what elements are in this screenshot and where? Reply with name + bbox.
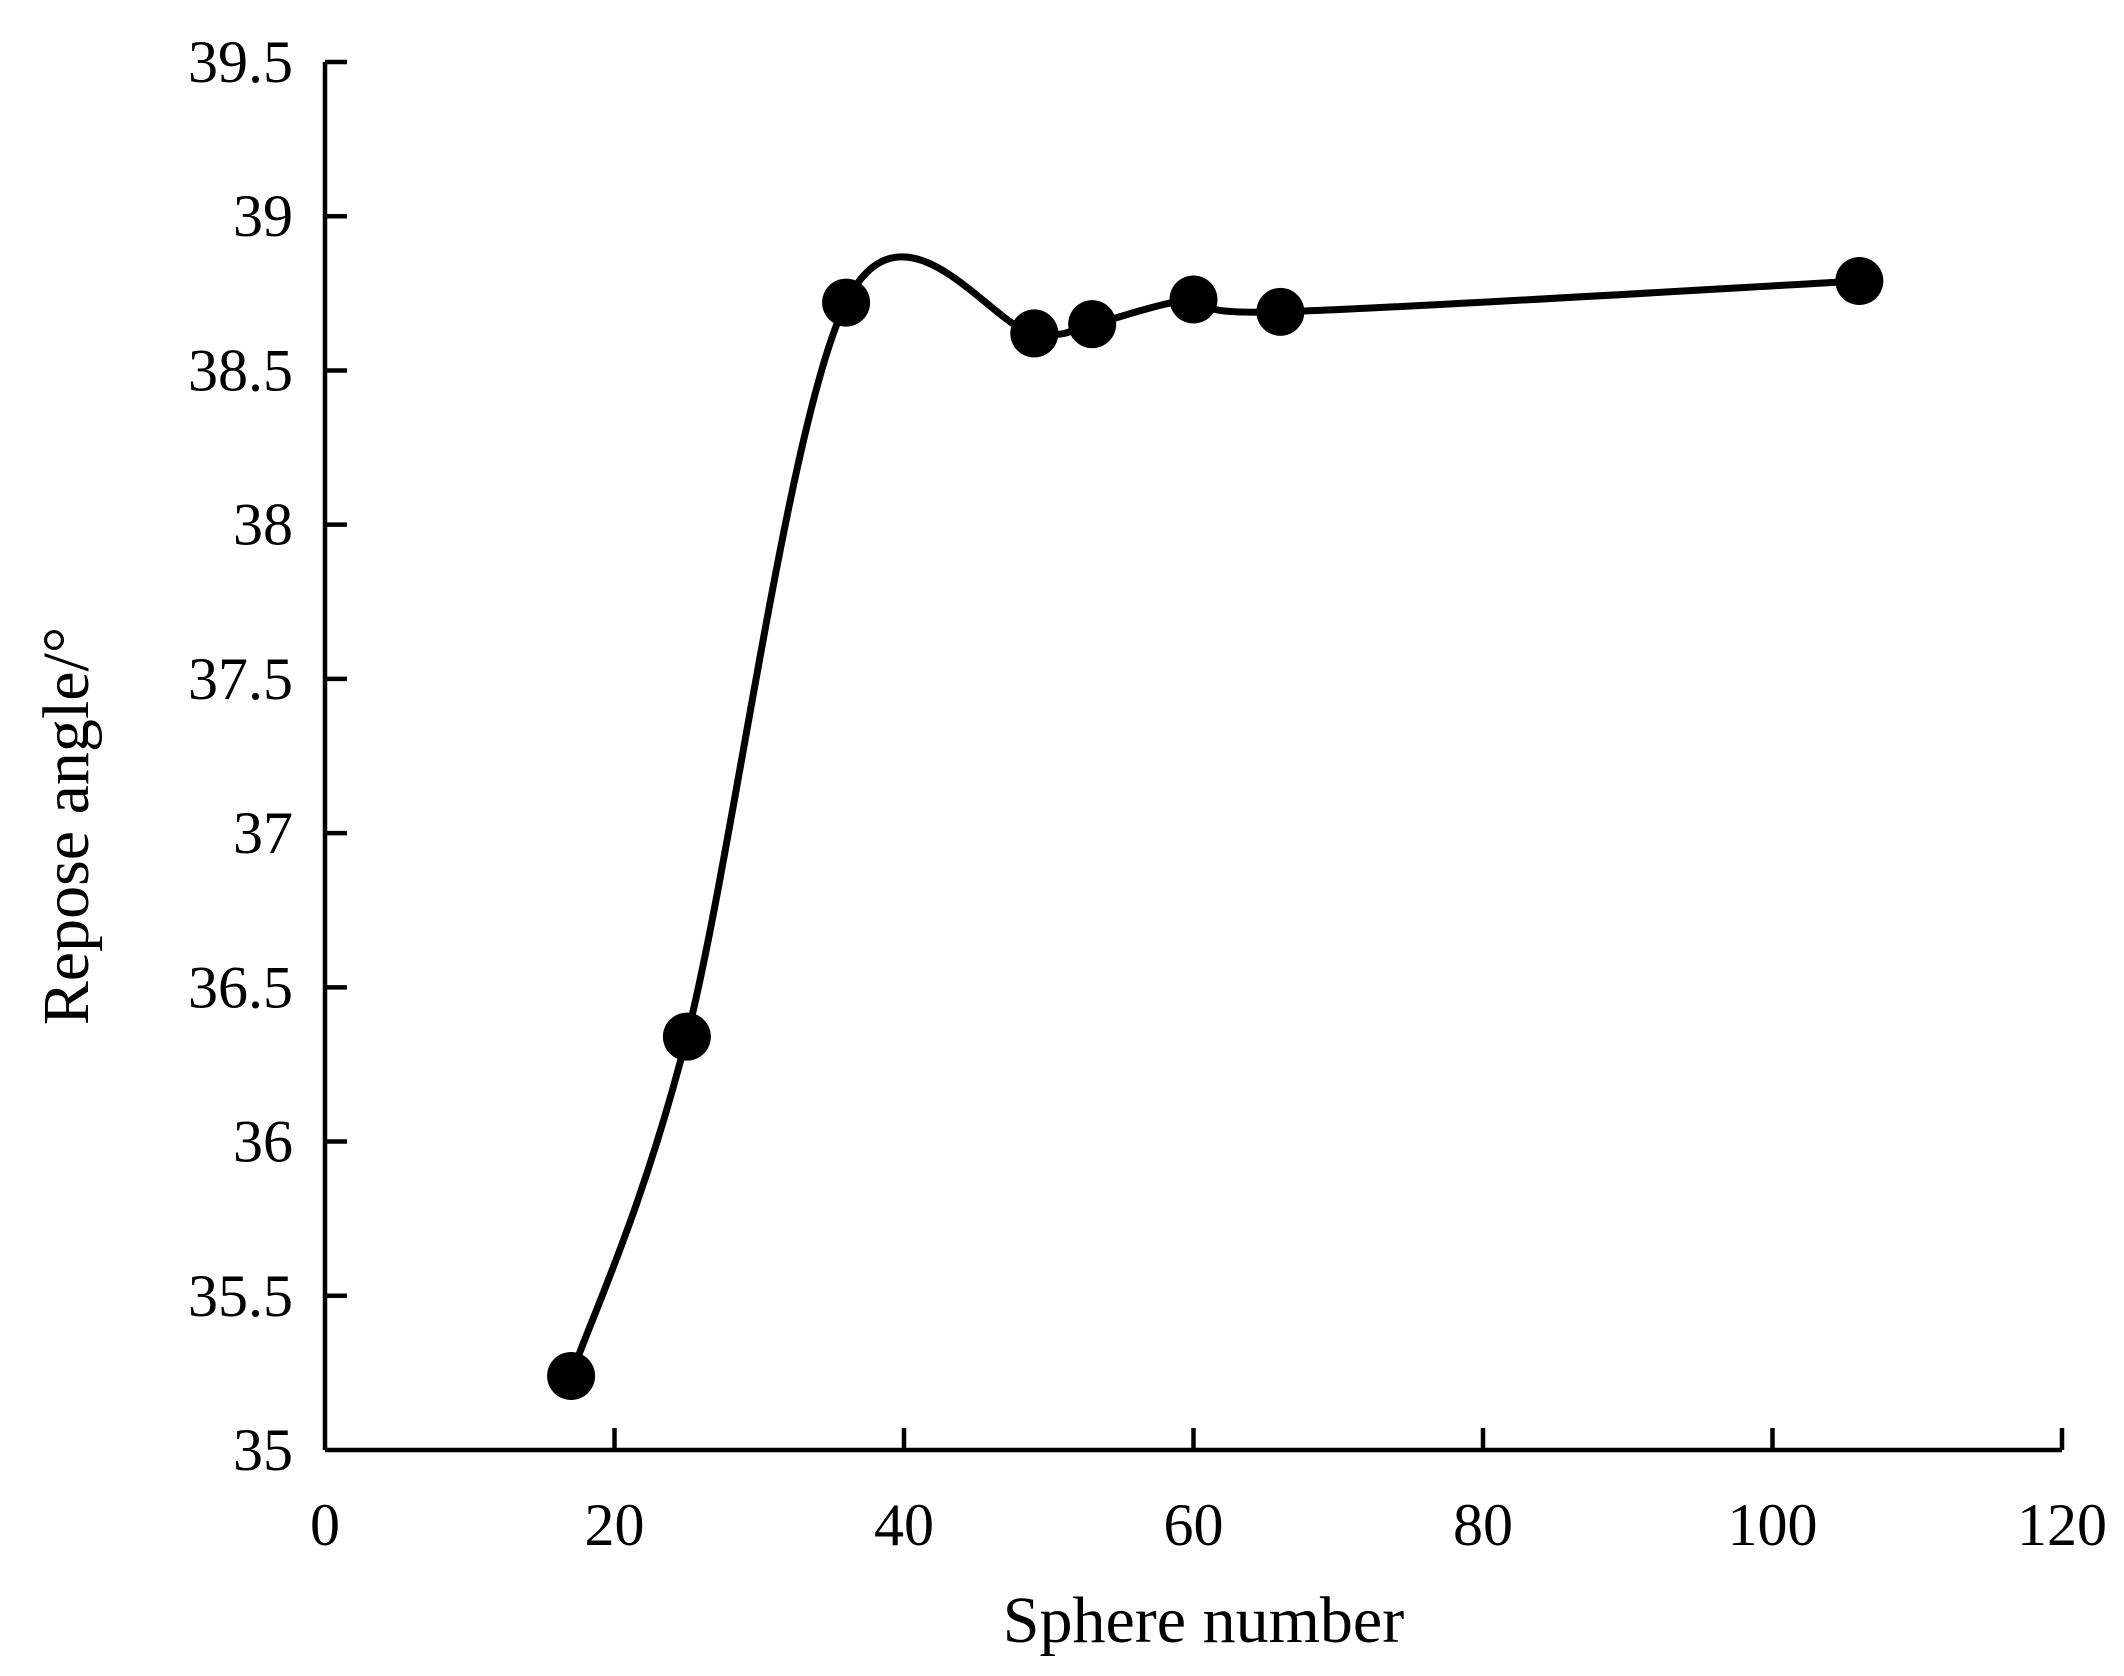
y-axis-title: Repose angle/° xyxy=(30,627,103,1025)
data-point xyxy=(822,278,871,327)
x-axis-title: Sphere number xyxy=(1003,1584,1404,1657)
y-tick-label: 39 xyxy=(233,183,293,249)
y-tick-label: 36 xyxy=(233,1109,293,1175)
data-point xyxy=(1068,300,1117,349)
y-ticks: 35 35.5 36 36.5 37 37.5 38 38.5 39 39.5 xyxy=(188,29,347,1483)
x-tick-label: 0 xyxy=(310,1492,340,1558)
y-tick-label: 36.5 xyxy=(188,954,293,1020)
y-tick-label: 39.5 xyxy=(188,29,293,95)
y-tick-label: 38 xyxy=(233,492,293,558)
x-tick-label: 80 xyxy=(1453,1492,1513,1558)
x-tick-label: 40 xyxy=(874,1492,934,1558)
series xyxy=(547,253,1884,1400)
y-tick-label: 35 xyxy=(233,1417,293,1483)
x-tick-label: 20 xyxy=(585,1492,645,1558)
x-tick-label: 100 xyxy=(1728,1492,1818,1558)
axes xyxy=(322,62,2062,1453)
x-tick-label: 60 xyxy=(1164,1492,1224,1558)
x-tick-label: 120 xyxy=(2017,1492,2107,1558)
data-point xyxy=(547,1351,596,1400)
data-point xyxy=(1256,287,1305,336)
y-tick-label: 37 xyxy=(233,800,293,866)
series-line xyxy=(567,253,1863,1380)
data-point xyxy=(662,1012,711,1061)
y-tick-label: 35.5 xyxy=(188,1263,293,1329)
data-point xyxy=(1169,275,1218,324)
x-ticks: 0 20 40 60 80 100 120 xyxy=(310,1428,2107,1558)
data-point xyxy=(1835,256,1884,305)
data-point xyxy=(1010,309,1059,358)
y-tick-label: 37.5 xyxy=(188,646,293,712)
y-tick-label: 38.5 xyxy=(188,337,293,403)
